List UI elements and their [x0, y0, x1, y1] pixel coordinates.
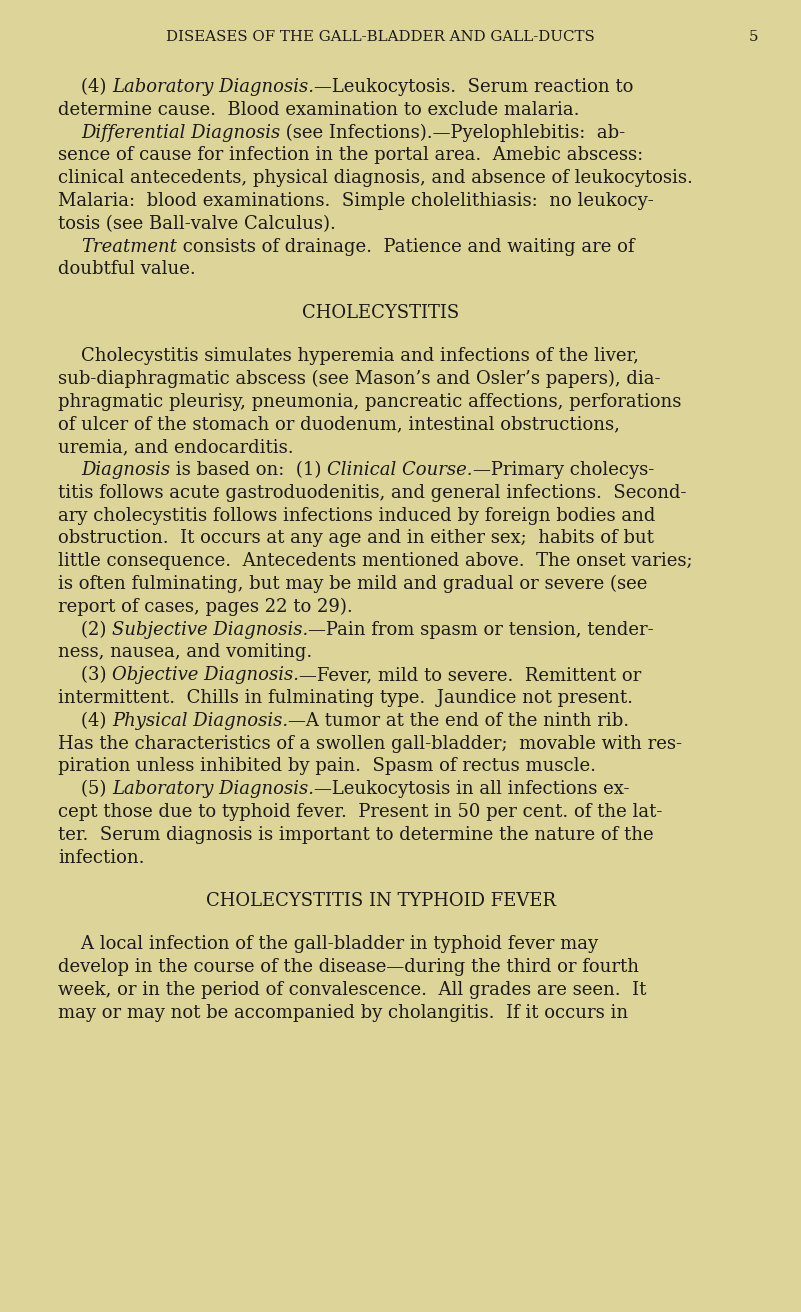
Text: —Leukocytosis in all infections ex-: —Leukocytosis in all infections ex- — [314, 781, 630, 798]
Text: tosis (see Ball-valve Calculus).: tosis (see Ball-valve Calculus). — [58, 215, 336, 232]
Text: Cholecystitis simulates hyperemia and infections of the liver,: Cholecystitis simulates hyperemia and in… — [58, 348, 639, 365]
Text: (4): (4) — [58, 77, 112, 96]
Text: Diagnosis: Diagnosis — [81, 461, 170, 479]
Text: Laboratory Diagnosis.: Laboratory Diagnosis. — [112, 781, 314, 798]
Text: week, or in the period of convalescence.  All grades are seen.  It: week, or in the period of convalescence.… — [58, 981, 646, 998]
Text: (5): (5) — [58, 781, 112, 798]
Text: Subjective Diagnosis.: Subjective Diagnosis. — [112, 621, 308, 639]
Text: cept those due to typhoid fever.  Present in 50 per cent. of the lat-: cept those due to typhoid fever. Present… — [58, 803, 662, 821]
Text: ter.  Serum diagnosis is important to determine the nature of the: ter. Serum diagnosis is important to det… — [58, 825, 654, 844]
Text: is often fulminating, but may be mild and gradual or severe (see: is often fulminating, but may be mild an… — [58, 575, 647, 593]
Text: A local infection of the gall-bladder in typhoid fever may: A local infection of the gall-bladder in… — [58, 935, 598, 954]
Text: ness, nausea, and vomiting.: ness, nausea, and vomiting. — [58, 643, 312, 661]
Text: (4): (4) — [58, 712, 112, 729]
Text: Malaria:  blood examinations.  Simple cholelithiasis:  no leukocy-: Malaria: blood examinations. Simple chol… — [58, 192, 654, 210]
Text: of ulcer of the stomach or duodenum, intestinal obstructions,: of ulcer of the stomach or duodenum, int… — [58, 416, 620, 433]
Text: is based on:  (1): is based on: (1) — [170, 461, 328, 479]
Text: consists of drainage.  Patience and waiting are of: consists of drainage. Patience and waiti… — [177, 237, 634, 256]
Text: determine cause.  Blood examination to exclude malaria.: determine cause. Blood examination to ex… — [58, 101, 579, 119]
Text: —Leukocytosis.  Serum reaction to: —Leukocytosis. Serum reaction to — [314, 77, 634, 96]
Text: 5: 5 — [749, 30, 759, 45]
Text: Clinical Course.: Clinical Course. — [328, 461, 473, 479]
Text: may or may not be accompanied by cholangitis.  If it occurs in: may or may not be accompanied by cholang… — [58, 1004, 628, 1022]
Text: (see Infections).—Pyelophlebitis:  ab-: (see Infections).—Pyelophlebitis: ab- — [280, 123, 626, 142]
Text: develop in the course of the disease—during the third or fourth: develop in the course of the disease—dur… — [58, 958, 639, 976]
Text: obstruction.  It occurs at any age and in either sex;  habits of but: obstruction. It occurs at any age and in… — [58, 530, 654, 547]
Text: DISEASES OF THE GALL-BLADDER AND GALL-DUCTS: DISEASES OF THE GALL-BLADDER AND GALL-DU… — [166, 30, 595, 45]
Text: Physical Diagnosis.: Physical Diagnosis. — [112, 712, 288, 729]
Text: (2): (2) — [58, 621, 112, 639]
Text: —Primary cholecys-: —Primary cholecys- — [473, 461, 654, 479]
Text: titis follows acute gastroduodenitis, and general infections.  Second-: titis follows acute gastroduodenitis, an… — [58, 484, 686, 502]
Text: ary cholecystitis follows infections induced by foreign bodies and: ary cholecystitis follows infections ind… — [58, 506, 655, 525]
Text: report of cases, pages 22 to 29).: report of cases, pages 22 to 29). — [58, 598, 352, 617]
Text: Treatment: Treatment — [81, 237, 177, 256]
Text: uremia, and endocarditis.: uremia, and endocarditis. — [58, 438, 294, 457]
Text: (3): (3) — [58, 666, 112, 685]
Text: sub-diaphragmatic abscess (see Mason’s and Osler’s papers), dia-: sub-diaphragmatic abscess (see Mason’s a… — [58, 370, 661, 388]
Text: —A tumor at the end of the ninth rib.: —A tumor at the end of the ninth rib. — [288, 712, 630, 729]
Text: Objective Diagnosis.: Objective Diagnosis. — [112, 666, 300, 685]
Text: clinical antecedents, physical diagnosis, and absence of leukocytosis.: clinical antecedents, physical diagnosis… — [58, 169, 693, 188]
Text: piration unless inhibited by pain.  Spasm of rectus muscle.: piration unless inhibited by pain. Spasm… — [58, 757, 596, 775]
Text: Laboratory Diagnosis.: Laboratory Diagnosis. — [112, 77, 314, 96]
Text: phragmatic pleurisy, pneumonia, pancreatic affections, perforations: phragmatic pleurisy, pneumonia, pancreat… — [58, 392, 682, 411]
Text: doubtful value.: doubtful value. — [58, 260, 195, 278]
Text: Differential Diagnosis: Differential Diagnosis — [81, 123, 280, 142]
Text: —Fever, mild to severe.  Remittent or: —Fever, mild to severe. Remittent or — [300, 666, 642, 685]
Text: CHOLECYSTITIS: CHOLECYSTITIS — [302, 303, 459, 321]
Text: infection.: infection. — [58, 849, 144, 867]
Text: sence of cause for infection in the portal area.  Amebic abscess:: sence of cause for infection in the port… — [58, 147, 643, 164]
Text: —Pain from spasm or tension, tender-: —Pain from spasm or tension, tender- — [308, 621, 654, 639]
Text: little consequence.  Antecedents mentioned above.  The onset varies;: little consequence. Antecedents mentione… — [58, 552, 693, 571]
Text: intermittent.  Chills in fulminating type.  Jaundice not present.: intermittent. Chills in fulminating type… — [58, 689, 633, 707]
Text: CHOLECYSTITIS IN TYPHOID FEVER: CHOLECYSTITIS IN TYPHOID FEVER — [206, 892, 556, 911]
Text: Has the characteristics of a swollen gall-bladder;  movable with res-: Has the characteristics of a swollen gal… — [58, 735, 682, 753]
